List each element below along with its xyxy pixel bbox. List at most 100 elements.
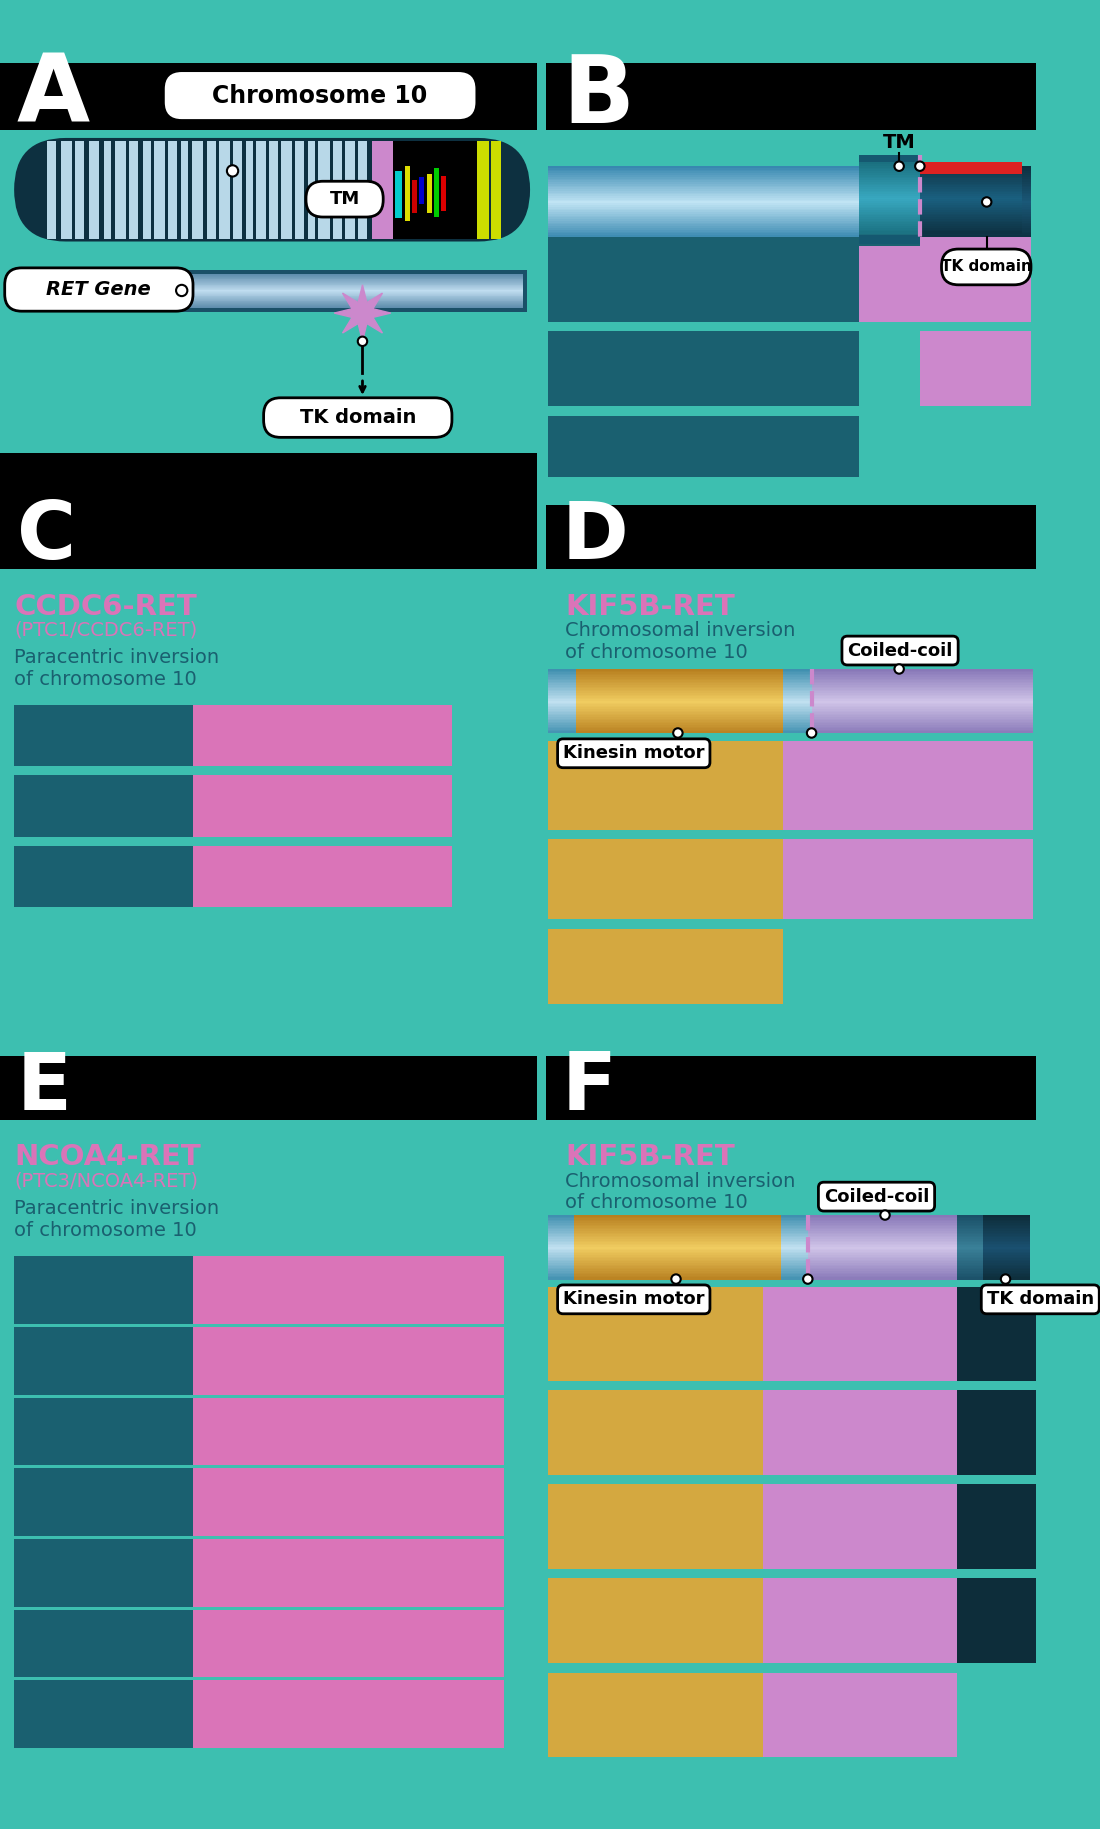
Bar <box>983 1236 1030 1238</box>
Bar <box>920 177 1022 179</box>
Bar <box>1022 179 1031 181</box>
Bar <box>781 1244 807 1246</box>
Bar <box>548 1264 574 1267</box>
Bar <box>859 214 920 216</box>
Bar <box>920 183 1022 187</box>
Bar <box>548 331 859 406</box>
Bar <box>781 1236 807 1238</box>
Bar <box>548 1286 762 1381</box>
Bar <box>576 673 783 677</box>
Bar <box>75 141 84 240</box>
Bar <box>812 711 1033 715</box>
Bar <box>576 693 783 695</box>
Bar <box>983 1225 1030 1227</box>
FancyBboxPatch shape <box>4 267 192 311</box>
Bar <box>983 1222 1030 1224</box>
Bar <box>783 701 812 702</box>
Bar <box>14 1610 192 1677</box>
Circle shape <box>227 165 239 177</box>
Bar <box>574 1238 781 1242</box>
Bar <box>548 730 576 732</box>
Bar <box>807 1257 957 1258</box>
Bar <box>180 141 188 240</box>
Bar <box>807 1242 957 1244</box>
Bar <box>548 203 859 205</box>
Bar <box>807 1220 957 1222</box>
Bar <box>548 415 859 477</box>
Bar <box>920 227 1022 229</box>
Bar <box>812 701 1033 702</box>
Bar <box>548 1220 574 1222</box>
Bar <box>548 1238 574 1242</box>
Bar <box>920 185 1022 188</box>
Bar <box>920 198 1022 199</box>
Bar <box>548 187 859 190</box>
Bar <box>576 697 783 699</box>
Text: of chromosome 10: of chromosome 10 <box>14 1220 197 1240</box>
Bar <box>548 1672 762 1758</box>
Bar <box>405 166 410 221</box>
Bar <box>393 141 477 240</box>
Bar <box>576 702 783 704</box>
Bar <box>920 177 1022 181</box>
Bar <box>807 1275 957 1277</box>
Circle shape <box>176 285 187 296</box>
Bar <box>859 214 920 216</box>
Bar <box>920 223 1022 225</box>
Bar <box>548 701 576 702</box>
Circle shape <box>807 728 816 737</box>
Bar <box>983 1275 1030 1277</box>
Bar <box>807 1229 957 1231</box>
Bar <box>859 232 920 234</box>
Bar <box>576 675 783 677</box>
Bar <box>574 1224 781 1225</box>
Text: F: F <box>562 1050 617 1127</box>
Bar <box>983 1220 1030 1222</box>
Bar <box>983 1253 1030 1255</box>
Bar <box>983 1247 1030 1249</box>
Bar <box>783 671 812 673</box>
Bar <box>192 847 452 907</box>
Text: (PTC3/NCOA4-RET): (PTC3/NCOA4-RET) <box>14 1172 198 1191</box>
Bar <box>1022 214 1031 216</box>
Bar <box>920 236 1022 238</box>
Bar <box>781 1264 807 1266</box>
Bar <box>192 775 452 836</box>
Bar <box>781 1246 807 1247</box>
Bar <box>859 181 920 183</box>
Bar <box>574 1225 781 1227</box>
Bar <box>859 170 920 172</box>
Bar <box>548 1390 762 1474</box>
Text: TK domain: TK domain <box>299 408 416 428</box>
Bar <box>219 141 230 240</box>
Bar <box>983 1273 1030 1275</box>
Bar <box>781 1235 807 1236</box>
Bar <box>308 141 316 240</box>
Bar <box>122 269 527 313</box>
Bar <box>548 188 859 192</box>
Bar <box>783 697 812 699</box>
Bar <box>859 198 920 199</box>
Bar <box>344 141 355 240</box>
Bar <box>548 236 859 322</box>
Bar <box>546 62 1036 130</box>
Bar <box>920 201 1022 203</box>
Bar <box>859 165 920 166</box>
Bar <box>812 721 1033 722</box>
Bar <box>807 1266 957 1267</box>
Bar <box>358 141 367 240</box>
Bar <box>548 724 576 728</box>
Bar <box>920 207 1022 209</box>
Bar <box>957 1225 983 1227</box>
Bar <box>548 187 859 190</box>
Bar <box>983 1251 1030 1253</box>
Bar <box>576 680 783 682</box>
Bar <box>14 1257 192 1324</box>
Bar <box>920 166 1022 168</box>
Bar <box>548 210 859 212</box>
Bar <box>762 1286 957 1381</box>
Bar <box>548 686 576 690</box>
Bar <box>548 677 576 679</box>
Bar <box>548 205 859 207</box>
Bar <box>983 1267 1030 1269</box>
